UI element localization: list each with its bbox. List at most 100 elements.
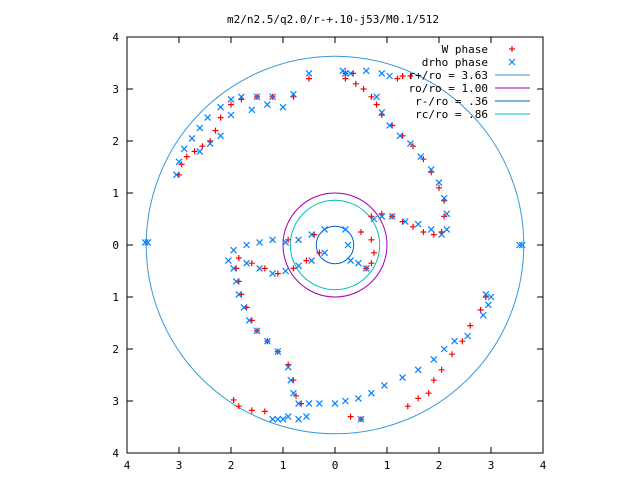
data-point bbox=[394, 75, 401, 82]
data-point bbox=[269, 415, 277, 423]
data-point bbox=[380, 381, 388, 389]
data-point bbox=[386, 121, 394, 129]
data-point bbox=[248, 260, 255, 267]
data-point bbox=[227, 111, 235, 119]
data-point bbox=[308, 257, 316, 265]
legend-label: drho phase bbox=[422, 56, 488, 69]
data-point bbox=[459, 338, 466, 345]
y-tick-label: 1 bbox=[112, 187, 119, 200]
data-point bbox=[240, 303, 248, 311]
data-point bbox=[386, 72, 394, 80]
data-point bbox=[479, 311, 487, 319]
data-point bbox=[279, 415, 287, 423]
data-point bbox=[172, 171, 180, 179]
data-point bbox=[243, 241, 251, 249]
data-point bbox=[212, 127, 219, 134]
data-point bbox=[370, 215, 378, 223]
data-point bbox=[217, 103, 225, 111]
data-point bbox=[509, 46, 515, 52]
y-tick-label: 4 bbox=[112, 447, 119, 460]
y-tick-label: 0 bbox=[112, 239, 119, 252]
data-point bbox=[354, 259, 362, 267]
x-tick-label: 4 bbox=[124, 459, 131, 472]
data-point bbox=[237, 93, 245, 101]
data-point bbox=[362, 67, 370, 75]
data-point bbox=[248, 106, 256, 114]
data-point bbox=[321, 225, 329, 233]
data-point bbox=[284, 363, 292, 371]
data-point bbox=[227, 95, 235, 103]
data-point bbox=[508, 58, 516, 66]
x-axis-ticks: 4 3 2 1 0 1 2 3 4 bbox=[124, 37, 547, 472]
data-point bbox=[399, 73, 406, 79]
data-point bbox=[368, 260, 375, 267]
data-point bbox=[352, 80, 359, 87]
y-tick-label: 4 bbox=[112, 31, 119, 44]
data-point bbox=[289, 90, 297, 98]
data-point bbox=[373, 101, 380, 108]
data-point bbox=[371, 249, 377, 256]
data-point bbox=[188, 134, 196, 142]
data-point bbox=[263, 101, 271, 109]
data-point bbox=[425, 390, 432, 397]
data-point bbox=[306, 75, 312, 82]
data-point bbox=[435, 179, 443, 187]
legend-label: W phase bbox=[442, 43, 488, 56]
data-point bbox=[368, 236, 375, 243]
drho-phase-series bbox=[141, 67, 526, 423]
data-point bbox=[406, 140, 414, 148]
y-tick-label: 2 bbox=[112, 135, 119, 148]
data-point bbox=[295, 400, 303, 408]
data-point bbox=[196, 147, 204, 155]
x-tick-label: 3 bbox=[176, 459, 183, 472]
data-point bbox=[378, 108, 386, 116]
data-point bbox=[467, 322, 474, 329]
data-point bbox=[516, 241, 524, 249]
data-point bbox=[245, 316, 253, 324]
data-point bbox=[347, 413, 354, 420]
data-point bbox=[232, 277, 240, 285]
data-point bbox=[175, 158, 183, 166]
x-tick-label: 1 bbox=[384, 459, 391, 472]
data-point bbox=[287, 376, 295, 384]
data-point bbox=[141, 238, 149, 246]
data-point bbox=[253, 93, 261, 101]
data-point bbox=[289, 389, 297, 397]
data-point bbox=[144, 238, 152, 246]
x-tick-label: 1 bbox=[280, 459, 287, 472]
data-point bbox=[388, 212, 396, 220]
data-point bbox=[401, 218, 409, 226]
x-tick-label: 3 bbox=[488, 459, 495, 472]
data-point bbox=[399, 374, 407, 382]
data-point bbox=[261, 408, 268, 415]
data-point bbox=[253, 327, 261, 335]
data-point bbox=[279, 103, 287, 111]
data-point bbox=[256, 238, 264, 246]
data-point bbox=[230, 246, 238, 254]
x-tick-label: 2 bbox=[228, 459, 235, 472]
data-point bbox=[269, 236, 277, 244]
w-phase-series bbox=[176, 70, 489, 423]
data-point bbox=[331, 400, 339, 408]
data-point bbox=[342, 75, 349, 82]
y-axis-ticks: 4 3 2 1 0 1 2 3 4 bbox=[112, 31, 543, 460]
data-point bbox=[482, 290, 490, 298]
data-point bbox=[224, 257, 232, 265]
data-point bbox=[438, 366, 445, 373]
data-point bbox=[228, 101, 234, 108]
reference-circle bbox=[315, 225, 355, 265]
y-tick-label: 1 bbox=[112, 291, 119, 304]
data-point bbox=[347, 257, 355, 265]
data-point bbox=[235, 290, 243, 298]
data-point bbox=[316, 249, 323, 256]
data-point bbox=[443, 225, 451, 233]
data-point bbox=[217, 114, 224, 121]
x-tick-label: 4 bbox=[540, 459, 547, 472]
y-tick-label: 3 bbox=[112, 83, 119, 96]
data-point bbox=[261, 265, 268, 272]
data-point bbox=[440, 194, 448, 202]
data-point bbox=[230, 396, 237, 403]
reference-circle bbox=[145, 55, 525, 435]
data-point bbox=[256, 264, 264, 272]
